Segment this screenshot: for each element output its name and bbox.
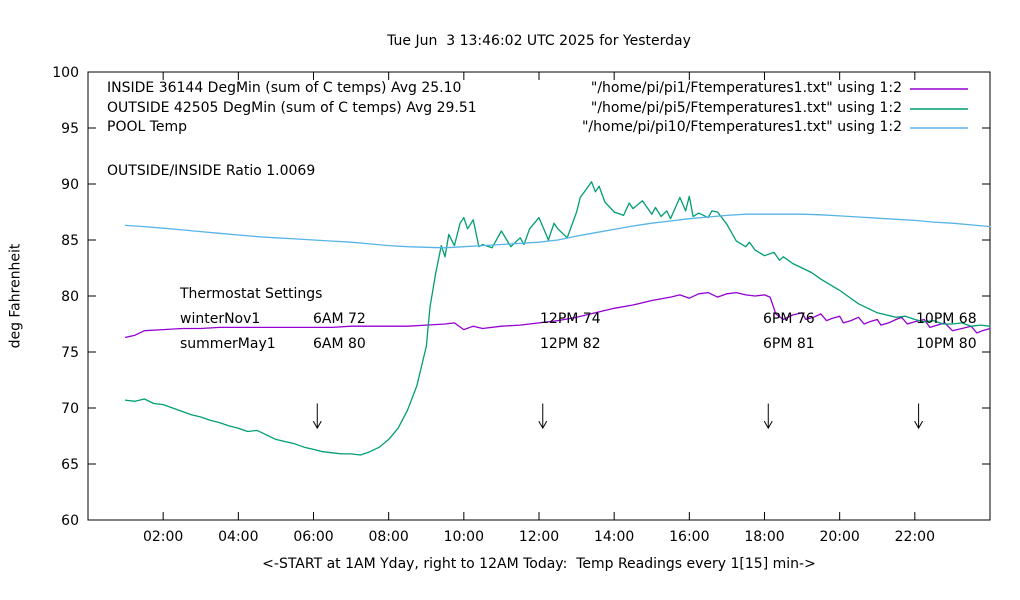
annotation-arrow-head-icon: [914, 420, 924, 430]
x-tick-label: 18:00: [744, 529, 784, 545]
y-tick-label: 90: [61, 177, 79, 193]
legend-file-inside: "/home/pi/pi1/Ftemperatures1.txt" using …: [590, 80, 902, 96]
thermostat-heading: Thermostat Settings: [180, 286, 323, 302]
series-line-inside: [124, 291, 991, 339]
x-tick-label: 04:00: [218, 529, 258, 545]
x-tick-label: 06:00: [293, 529, 333, 545]
x-tick-label: 20:00: [819, 529, 859, 545]
legend-label-inside: INSIDE 36144 DegMin (sum of C temps) Avg…: [107, 80, 462, 96]
legend-label-outside: OUTSIDE 42505 DegMin (sum of C temps) Av…: [107, 100, 477, 116]
thermostat-summer-6am: 6AM 80: [313, 336, 366, 352]
series-line-pool: [124, 213, 991, 249]
x-tick-label: 08:00: [368, 529, 408, 545]
thermostat-summer-6pm: 6PM 81: [763, 336, 815, 352]
thermostat-winter-name: winterNov1: [180, 311, 261, 327]
y-tick-label: 65: [61, 457, 79, 473]
x-tick-label: 16:00: [669, 529, 709, 545]
thermostat-winter-12pm: 12PM 74: [540, 311, 601, 327]
thermostat-winter-6pm: 6PM 76: [763, 311, 815, 327]
y-tick-label: 80: [61, 289, 79, 305]
y-tick-label: 70: [61, 401, 79, 417]
y-tick-label: 60: [61, 513, 79, 529]
thermostat-summer-10pm: 10PM 80: [916, 336, 977, 352]
x-axis-label: <-START at 1AM Yday, right to 12AM Today…: [262, 556, 816, 572]
legend-file-pool: "/home/pi/pi10/Ftemperatures1.txt" using…: [581, 119, 902, 135]
legend-line-sample-outside-icon: [910, 108, 968, 110]
legend-line-sample-pool-icon: [910, 127, 968, 129]
x-tick-label: 02:00: [143, 529, 183, 545]
ratio-annotation: OUTSIDE/INSIDE Ratio 1.0069: [107, 163, 316, 179]
legend-line-sample-inside-icon: [910, 88, 968, 90]
thermostat-winter-6am: 6AM 72: [313, 311, 366, 327]
thermostat-summer-name: summerMay1: [180, 336, 276, 352]
legend-file-outside: "/home/pi/pi5/Ftemperatures1.txt" using …: [590, 100, 902, 116]
thermostat-summer-12pm: 12PM 82: [540, 336, 601, 352]
annotation-arrow-head-icon: [763, 420, 773, 430]
y-tick-label: 95: [61, 121, 79, 137]
legend-label-pool: POOL Temp: [107, 119, 188, 135]
x-tick-label: 12:00: [519, 529, 559, 545]
y-tick-label: 75: [61, 345, 79, 361]
y-tick-label: 100: [52, 65, 79, 81]
thermostat-winter-10pm: 10PM 68: [916, 311, 977, 327]
x-tick-label: 10:00: [444, 529, 484, 545]
chart-title: Tue Jun 3 13:46:02 UTC 2025 for Yesterda…: [387, 33, 691, 49]
annotation-arrow-head-icon: [312, 420, 322, 430]
y-tick-label: 85: [61, 233, 79, 249]
x-tick-label: 22:00: [895, 529, 935, 545]
annotation-arrow-head-icon: [538, 420, 548, 430]
x-tick-label: 14:00: [594, 529, 634, 545]
